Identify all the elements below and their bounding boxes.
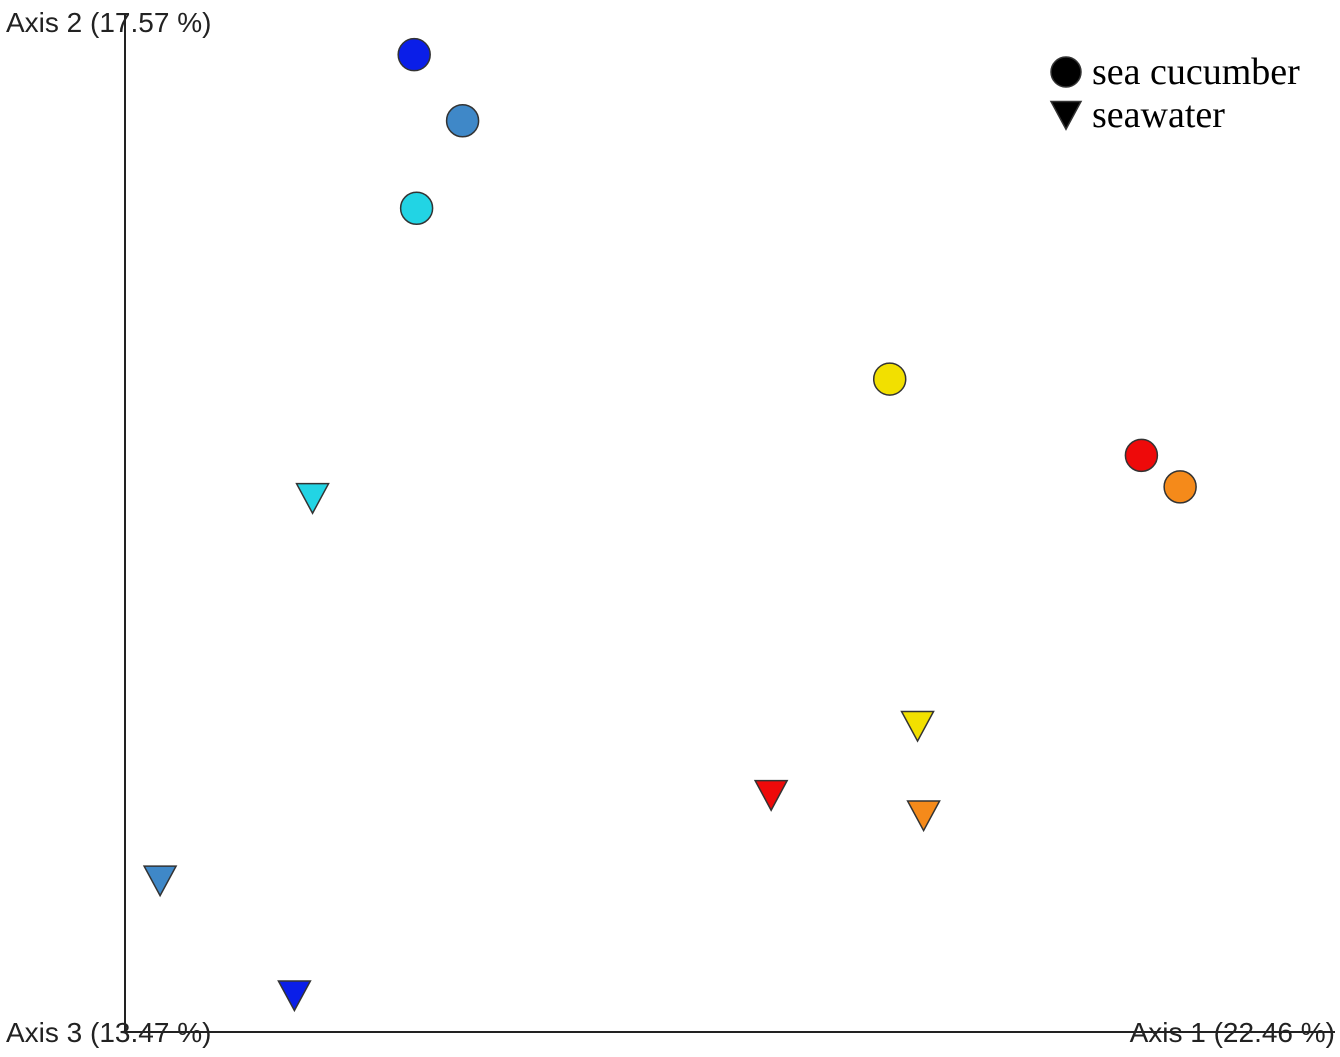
point bbox=[872, 362, 907, 396]
legend-marker bbox=[1049, 100, 1083, 131]
legend-label: seawater bbox=[1092, 94, 1225, 136]
point bbox=[399, 191, 434, 225]
point bbox=[753, 779, 789, 812]
point bbox=[295, 482, 330, 515]
point bbox=[1163, 470, 1197, 504]
point bbox=[397, 37, 431, 72]
legend-label: sea cucumber bbox=[1092, 51, 1300, 93]
point bbox=[445, 104, 480, 138]
point bbox=[277, 980, 312, 1013]
point bbox=[1124, 438, 1159, 473]
point bbox=[142, 865, 178, 898]
point bbox=[906, 800, 941, 833]
axis-1-label: Axis 1 (22.46 %) bbox=[1130, 1017, 1335, 1048]
axis-3-label: Axis 3 (13.47 %) bbox=[6, 1017, 211, 1048]
axis-2-label: Axis 2 (17.57 %) bbox=[6, 7, 211, 38]
legend-marker bbox=[1050, 56, 1082, 88]
point bbox=[900, 710, 935, 743]
